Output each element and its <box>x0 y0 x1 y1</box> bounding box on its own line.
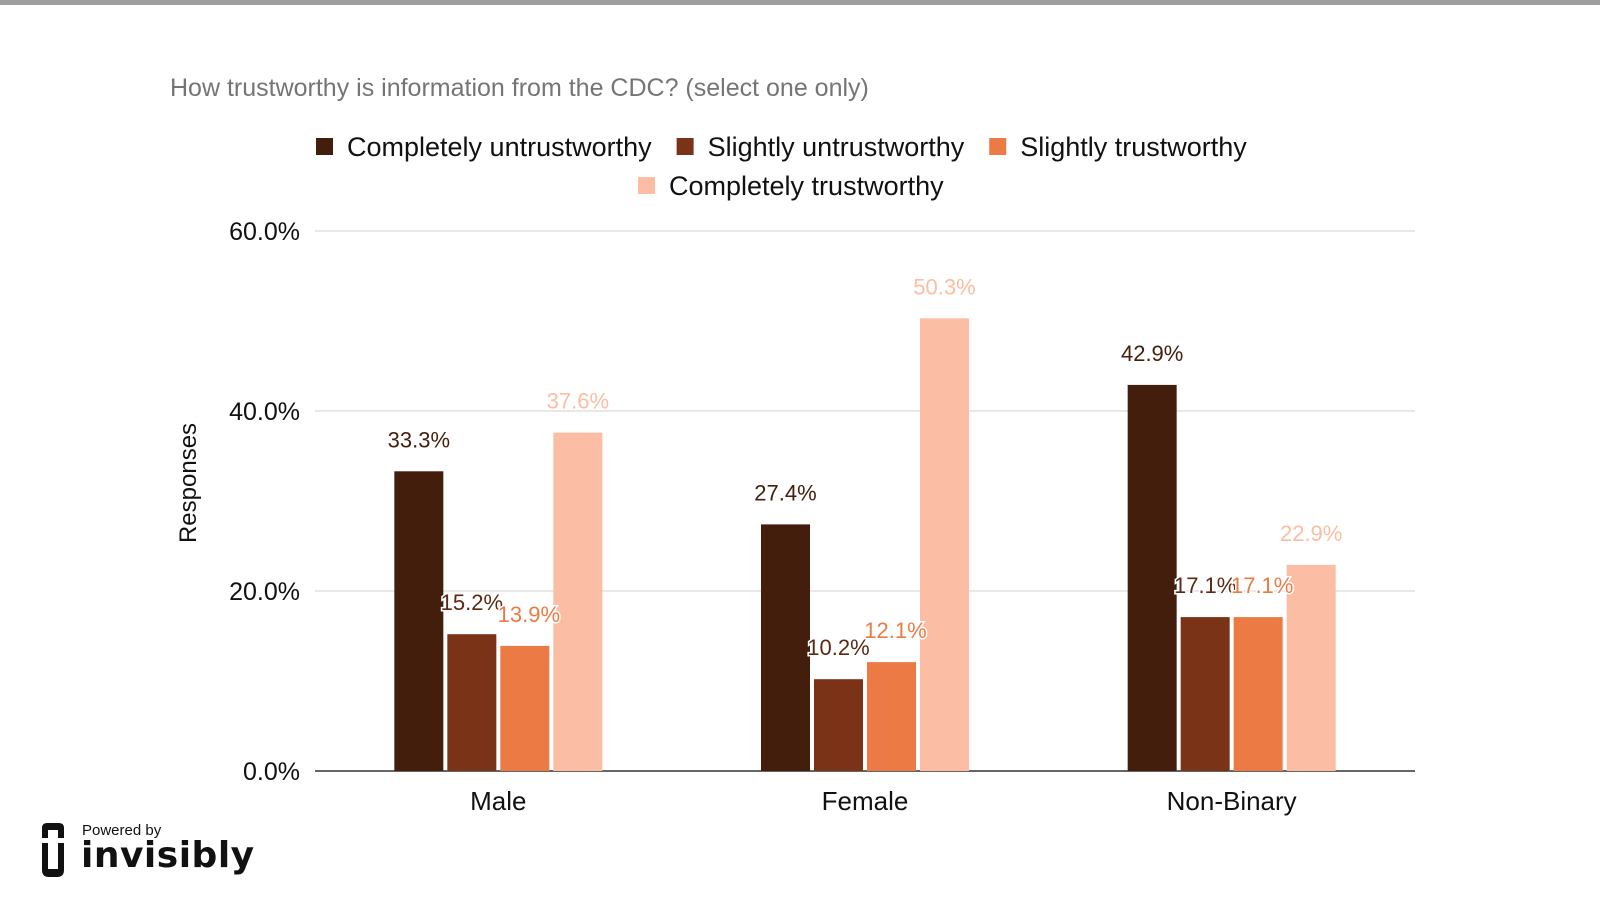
chart-title: How trustworthy is information from the … <box>170 74 869 102</box>
x-tick-label: Non-Binary <box>1167 786 1297 816</box>
bar <box>1127 384 1177 771</box>
legend-swatch <box>316 138 333 155</box>
legend: Completely untrustworthy Slightly untrust… <box>316 132 1247 201</box>
y-tick-label: 60.0% <box>229 218 300 246</box>
x-axis: Male Female Non-Binary <box>470 786 1297 816</box>
data-label: 22.9% <box>1280 521 1342 546</box>
x-tick-label: Male <box>470 786 526 816</box>
legend-item: Slightly trustworthy <box>989 132 1247 162</box>
bar <box>1286 564 1336 771</box>
bar <box>447 634 497 771</box>
bar <box>1233 617 1283 771</box>
data-label: 10.2% <box>807 635 869 660</box>
data-label: 27.4% <box>754 480 816 505</box>
legend-label: Slightly trustworthy <box>1020 132 1247 162</box>
legend-label: Completely trustworthy <box>669 171 944 201</box>
y-axis-label: Responses <box>175 423 202 543</box>
bar <box>394 471 444 771</box>
bar <box>500 645 550 771</box>
legend-swatch <box>676 138 694 155</box>
data-label: 37.6% <box>547 389 609 414</box>
legend-swatch <box>638 177 655 194</box>
legend-swatch <box>989 138 1007 155</box>
data-label: 50.3% <box>913 274 975 299</box>
data-label: 42.9% <box>1121 341 1183 366</box>
bar <box>1180 617 1230 771</box>
y-axis: 0.0% 20.0% 40.0% 60.0% <box>229 218 300 786</box>
bar <box>814 679 863 771</box>
data-label: 15.2% <box>441 590 503 615</box>
data-label: 12.1% <box>864 618 926 643</box>
top-rule <box>0 0 1600 5</box>
grid <box>315 230 1415 772</box>
data-label: 17.1% <box>1174 573 1236 598</box>
y-tick-label: 0.0% <box>243 758 300 786</box>
data-labels: 33.3% 15.2%13.9% 37.6% 27.4% 10.2%12.1% 50.3%… <box>386 273 1344 662</box>
data-label: 33.3% <box>388 427 450 452</box>
legend-label: Slightly untrustworthy <box>708 132 965 162</box>
bar <box>761 524 810 771</box>
invisibly-logo-icon <box>42 823 64 877</box>
legend-label: Completely untrustworthy <box>347 132 652 162</box>
legend-item: Completely trustworthy <box>638 171 944 201</box>
legend-item: Completely untrustworthy <box>316 132 652 162</box>
bar <box>867 662 916 771</box>
bars <box>394 318 1336 771</box>
y-tick-label: 40.0% <box>229 398 300 426</box>
data-label: 13.9% <box>498 602 560 627</box>
brand-name: invisibly <box>81 835 255 876</box>
bar <box>553 432 603 771</box>
brand-footer: Powered by invisibly <box>40 822 254 882</box>
x-tick-label: Female <box>822 786 909 816</box>
data-label: 17.1% <box>1231 573 1293 598</box>
y-tick-label: 20.0% <box>229 578 300 606</box>
powered-by-label: Powered by <box>82 822 162 839</box>
legend-item: Slightly untrustworthy <box>676 132 965 162</box>
bar <box>920 318 969 771</box>
